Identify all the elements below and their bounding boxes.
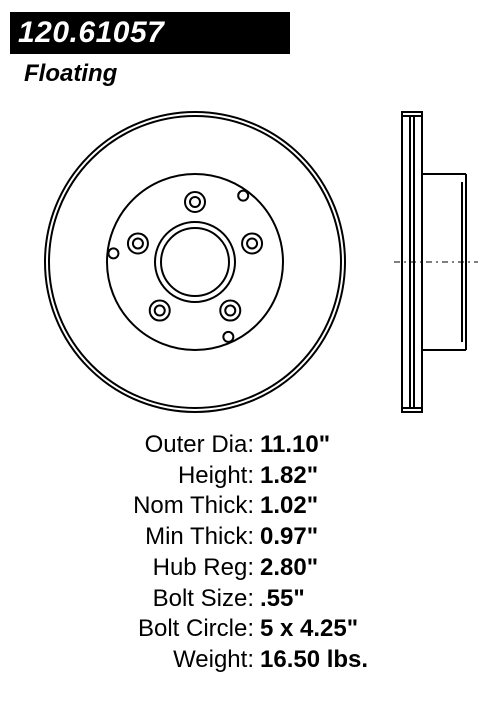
spec-value: 1.02"	[260, 491, 318, 522]
spec-row: Nom Thick:1.02"	[0, 491, 504, 522]
spec-row: Height:1.82"	[0, 461, 504, 492]
spec-label: Nom Thick:	[0, 491, 260, 522]
spec-row: Bolt Circle:5 x 4.25"	[0, 614, 504, 645]
spec-label: Outer Dia:	[0, 430, 260, 461]
spec-row: Min Thick:0.97"	[0, 522, 504, 553]
spec-row: Hub Reg:2.80"	[0, 553, 504, 584]
spec-value: 2.80"	[260, 553, 318, 584]
rotor-diagram	[0, 92, 504, 422]
spec-row: Weight:16.50 lbs.	[0, 645, 504, 676]
spec-label: Bolt Size:	[0, 584, 260, 615]
spec-table: Outer Dia:11.10"Height:1.82"Nom Thick:1.…	[0, 430, 504, 676]
spec-value: 16.50 lbs.	[260, 645, 368, 676]
spec-label: Min Thick:	[0, 522, 260, 553]
spec-label: Hub Reg:	[0, 553, 260, 584]
spec-value: 0.97"	[260, 522, 318, 553]
spec-value: .55"	[260, 584, 305, 615]
part-number-bar: 120.61057	[10, 12, 290, 54]
spec-row: Outer Dia:11.10"	[0, 430, 504, 461]
spec-label: Weight:	[0, 645, 260, 676]
spec-row: Bolt Size:.55"	[0, 584, 504, 615]
spec-value: 11.10"	[260, 430, 330, 461]
spec-value: 5 x 4.25"	[260, 614, 358, 645]
spec-label: Bolt Circle:	[0, 614, 260, 645]
subtitle: Floating	[24, 60, 504, 88]
spec-value: 1.82"	[260, 461, 318, 492]
spec-label: Height:	[0, 461, 260, 492]
